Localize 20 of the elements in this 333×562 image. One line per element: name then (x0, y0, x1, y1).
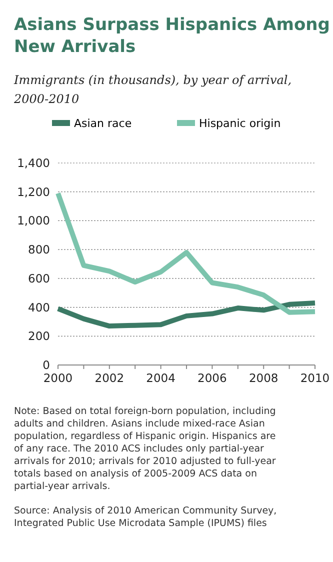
x-tick-label: 2000 (43, 371, 73, 385)
y-tick-label: 400 (28, 300, 50, 314)
x-tick-label: 2002 (94, 371, 124, 385)
chart-subtitle: Immigrants (in thousands), by year of arrival, 2000-2010 (13, 73, 292, 106)
y-tick-label: 600 (28, 271, 50, 286)
text: Note: Based on total foreign-born population, including adults and children. Asians include mixed-race Asian population, regardless of Hispanic origin. Hispanics are of any race. The 2010 ACS includes only partial-year arrivals for 2010; arrivals for 2010 adjusted to full-year totals based on analysis of 2005-2009 ACS data on partial-year arrivals. (14, 406, 276, 492)
y-tick-label: 1,200 (17, 184, 50, 199)
y-tick-label: 0 (42, 358, 50, 372)
source-note: Source: Analysis of 2010 American Community Survey, Integrated Public Use Microdata Sample (IPUMS) files (14, 506, 277, 529)
y-tick-label: 800 (28, 242, 50, 257)
x-tick-label: 2004 (146, 371, 176, 385)
legend-label: Asian race (74, 117, 132, 130)
x-tick-label: 2006 (198, 371, 227, 385)
y-tick-label: 1,400 (17, 156, 50, 170)
x-tick-label: 2008 (248, 371, 278, 385)
y-tick-label: 1,000 (17, 214, 50, 228)
x-tick-label: 2010 (300, 371, 330, 385)
chart-title: Asians Surpass Hispanics Among New Arrivals (14, 15, 330, 57)
legend-label: Hispanic origin (199, 117, 281, 130)
y-tick-label: 200 (28, 329, 50, 344)
